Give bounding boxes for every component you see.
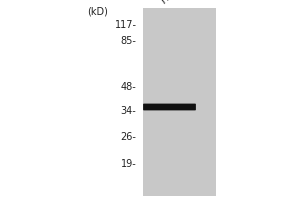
Text: (kD): (kD) [87, 7, 108, 17]
Text: 85-: 85- [121, 36, 136, 46]
Text: 19-: 19- [121, 159, 136, 169]
Text: 48-: 48- [121, 82, 136, 92]
FancyBboxPatch shape [143, 104, 196, 110]
Bar [142, 8, 216, 196]
Text: 26-: 26- [121, 132, 136, 142]
Text: HuvEc: HuvEc [159, 0, 190, 5]
Text: 117-: 117- [115, 20, 136, 30]
Text: 34-: 34- [121, 106, 136, 116]
